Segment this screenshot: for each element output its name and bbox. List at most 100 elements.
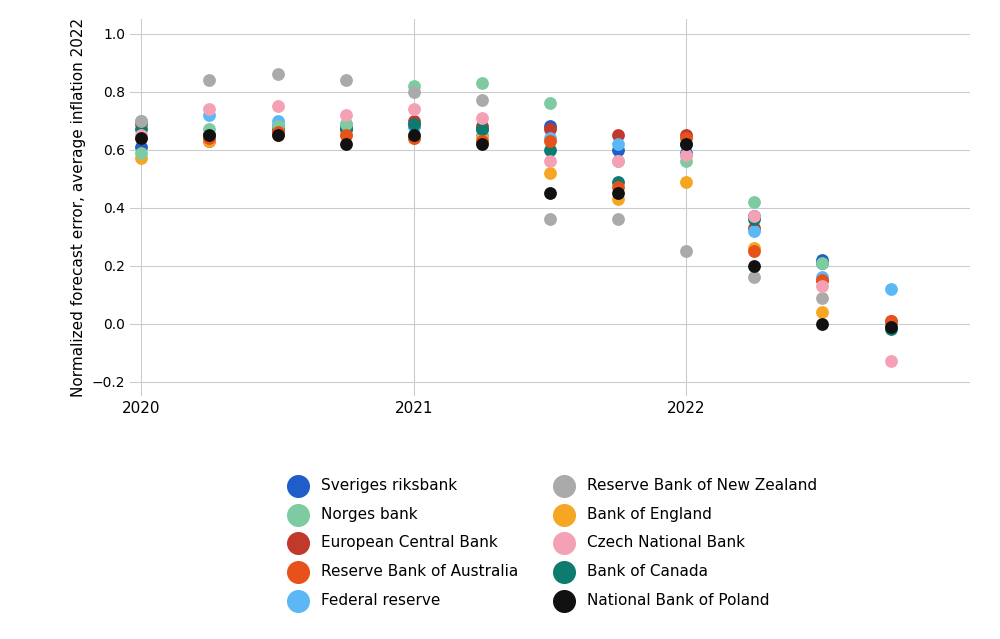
Bank of Canada <box>542 144 558 155</box>
Reserve Bank of Australia <box>678 133 694 143</box>
Reserve Bank of Australia <box>474 136 490 146</box>
Czech National Bank <box>814 281 830 291</box>
Norges bank <box>406 81 422 91</box>
Federal reserve <box>201 110 217 120</box>
Czech National Bank <box>746 212 762 222</box>
Norges bank <box>270 121 286 132</box>
National Bank of Poland <box>201 130 217 141</box>
European Central Bank <box>542 124 558 134</box>
Reserve Bank of New Zealand <box>746 272 762 282</box>
Reserve Bank of New Zealand <box>610 214 626 224</box>
National Bank of Poland <box>814 319 830 329</box>
Czech National Bank <box>678 150 694 160</box>
Federal reserve <box>270 116 286 126</box>
European Central Bank <box>814 275 830 285</box>
Sveriges riksbank <box>338 124 354 134</box>
Czech National Bank <box>201 104 217 114</box>
Legend: Sveriges riksbank, Norges bank, European Central Bank, Reserve Bank of Australia: Sveriges riksbank, Norges bank, European… <box>277 472 823 614</box>
National Bank of Poland <box>746 261 762 271</box>
Federal reserve <box>406 121 422 132</box>
Bank of England <box>133 153 149 164</box>
Bank of Canada <box>474 124 490 134</box>
Czech National Bank <box>133 130 149 141</box>
National Bank of Poland <box>678 139 694 149</box>
Bank of Canada <box>133 124 149 134</box>
Federal reserve <box>474 130 490 141</box>
European Central Bank <box>133 118 149 128</box>
Bank of England <box>746 243 762 254</box>
Sveriges riksbank <box>746 212 762 222</box>
Sveriges riksbank <box>814 255 830 265</box>
Bank of Canada <box>814 258 830 268</box>
Reserve Bank of New Zealand <box>542 214 558 224</box>
Reserve Bank of Australia <box>133 133 149 143</box>
European Central Bank <box>746 223 762 233</box>
Bank of England <box>883 321 899 332</box>
Czech National Bank <box>542 156 558 166</box>
Bank of Canada <box>338 124 354 134</box>
Bank of Canada <box>883 325 899 335</box>
Federal reserve <box>814 272 830 282</box>
Reserve Bank of New Zealand <box>338 75 354 85</box>
National Bank of Poland <box>406 130 422 141</box>
Reserve Bank of Australia <box>338 130 354 141</box>
Sveriges riksbank <box>270 121 286 132</box>
National Bank of Poland <box>133 133 149 143</box>
European Central Bank <box>474 121 490 132</box>
Reserve Bank of New Zealand <box>201 75 217 85</box>
Norges bank <box>133 148 149 158</box>
Bank of Canada <box>201 130 217 141</box>
Federal reserve <box>133 116 149 126</box>
Federal reserve <box>746 226 762 236</box>
Bank of England <box>270 130 286 141</box>
Reserve Bank of New Zealand <box>270 69 286 79</box>
Reserve Bank of Australia <box>746 246 762 256</box>
European Central Bank <box>678 130 694 141</box>
National Bank of Poland <box>338 139 354 149</box>
European Central Bank <box>338 121 354 132</box>
Czech National Bank <box>883 357 899 367</box>
European Central Bank <box>406 116 422 126</box>
National Bank of Poland <box>270 130 286 141</box>
Reserve Bank of New Zealand <box>406 86 422 96</box>
Bank of England <box>338 130 354 141</box>
Reserve Bank of Australia <box>406 133 422 143</box>
Bank of England <box>814 307 830 317</box>
Sveriges riksbank <box>474 124 490 134</box>
Sveriges riksbank <box>406 121 422 132</box>
Bank of England <box>542 168 558 178</box>
National Bank of Poland <box>883 321 899 332</box>
Reserve Bank of Australia <box>610 182 626 192</box>
Bank of Canada <box>610 176 626 187</box>
National Bank of Poland <box>610 188 626 198</box>
Federal reserve <box>542 133 558 143</box>
Sveriges riksbank <box>610 144 626 155</box>
Bank of Canada <box>746 214 762 224</box>
Reserve Bank of Australia <box>883 316 899 326</box>
Bank of Canada <box>406 118 422 128</box>
Reserve Bank of Australia <box>814 275 830 285</box>
Reserve Bank of New Zealand <box>814 293 830 303</box>
European Central Bank <box>270 127 286 137</box>
European Central Bank <box>883 316 899 326</box>
National Bank of Poland <box>474 139 490 149</box>
Norges bank <box>610 156 626 166</box>
Bank of England <box>610 194 626 204</box>
Sveriges riksbank <box>542 121 558 132</box>
Sveriges riksbank <box>678 148 694 158</box>
Sveriges riksbank <box>201 130 217 141</box>
Reserve Bank of Australia <box>542 136 558 146</box>
Norges bank <box>542 98 558 109</box>
Bank of Canada <box>678 139 694 149</box>
Czech National Bank <box>406 104 422 114</box>
Norges bank <box>474 78 490 88</box>
Reserve Bank of Australia <box>201 133 217 143</box>
Bank of England <box>201 136 217 146</box>
Czech National Bank <box>610 156 626 166</box>
Federal reserve <box>610 139 626 149</box>
Sveriges riksbank <box>883 319 899 329</box>
Bank of England <box>474 133 490 143</box>
Reserve Bank of New Zealand <box>133 116 149 126</box>
Federal reserve <box>338 118 354 128</box>
Y-axis label: Normalized forecast error, average inflation 2022: Normalized forecast error, average infla… <box>71 18 86 397</box>
